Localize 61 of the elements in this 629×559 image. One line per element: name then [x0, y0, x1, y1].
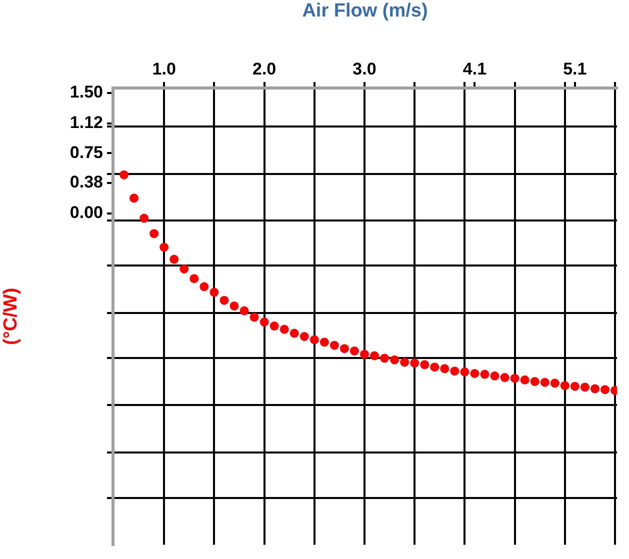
point: [390, 355, 400, 364]
point: [370, 351, 380, 360]
point: [300, 332, 309, 342]
point: [270, 322, 279, 331]
point: [570, 382, 580, 391]
point: [170, 254, 179, 264]
point: [190, 274, 199, 284]
point: [160, 242, 169, 252]
x-axis-title: Air Flow (m/s): [302, 0, 428, 22]
point: [220, 296, 229, 305]
point: [600, 385, 610, 394]
point: [120, 170, 129, 180]
point: [460, 367, 470, 376]
point: [140, 214, 149, 223]
point: [440, 364, 450, 374]
point: [360, 350, 369, 359]
point: [580, 382, 590, 392]
point: [240, 306, 249, 316]
point: [200, 282, 209, 292]
y-tick-label: 1.12: [70, 113, 103, 132]
point: [410, 358, 420, 368]
point: [480, 370, 490, 379]
y-tick-label: 0.00: [70, 203, 103, 222]
point: [250, 312, 259, 322]
point: [260, 318, 269, 327]
x-tick-label: 4.1: [462, 59, 487, 78]
point: [540, 378, 550, 387]
point: [430, 362, 440, 372]
y-tick-label: 1.50: [70, 82, 103, 102]
point: [420, 360, 430, 370]
point: [130, 194, 139, 203]
y-tick-label: 0.75: [70, 142, 103, 162]
point: [470, 369, 480, 378]
point: [450, 366, 460, 376]
point: [530, 377, 540, 386]
point: [400, 358, 410, 367]
y-axis-title: (°C/W): [0, 288, 22, 345]
point: [320, 338, 329, 347]
x-tick-label: 2.0: [252, 59, 276, 78]
x-tick-label: 3.0: [352, 59, 376, 78]
y-tick-label: 0.38: [70, 172, 103, 192]
point: [230, 301, 239, 310]
point: [590, 384, 600, 394]
point: [550, 378, 560, 388]
point: [150, 229, 159, 238]
point: [330, 340, 339, 350]
point: [340, 344, 349, 354]
point: [500, 373, 510, 382]
point: [510, 374, 520, 383]
point: [490, 371, 500, 380]
point: [560, 381, 570, 390]
x-tick-label: 5.1: [563, 59, 587, 78]
point: [520, 375, 530, 384]
point: [290, 328, 299, 338]
x-tick-label: 1.0: [152, 59, 176, 78]
point: [310, 335, 319, 344]
point: [210, 288, 219, 297]
point: [380, 354, 390, 363]
point: [350, 346, 359, 356]
point: [280, 324, 289, 334]
point: [180, 264, 189, 274]
